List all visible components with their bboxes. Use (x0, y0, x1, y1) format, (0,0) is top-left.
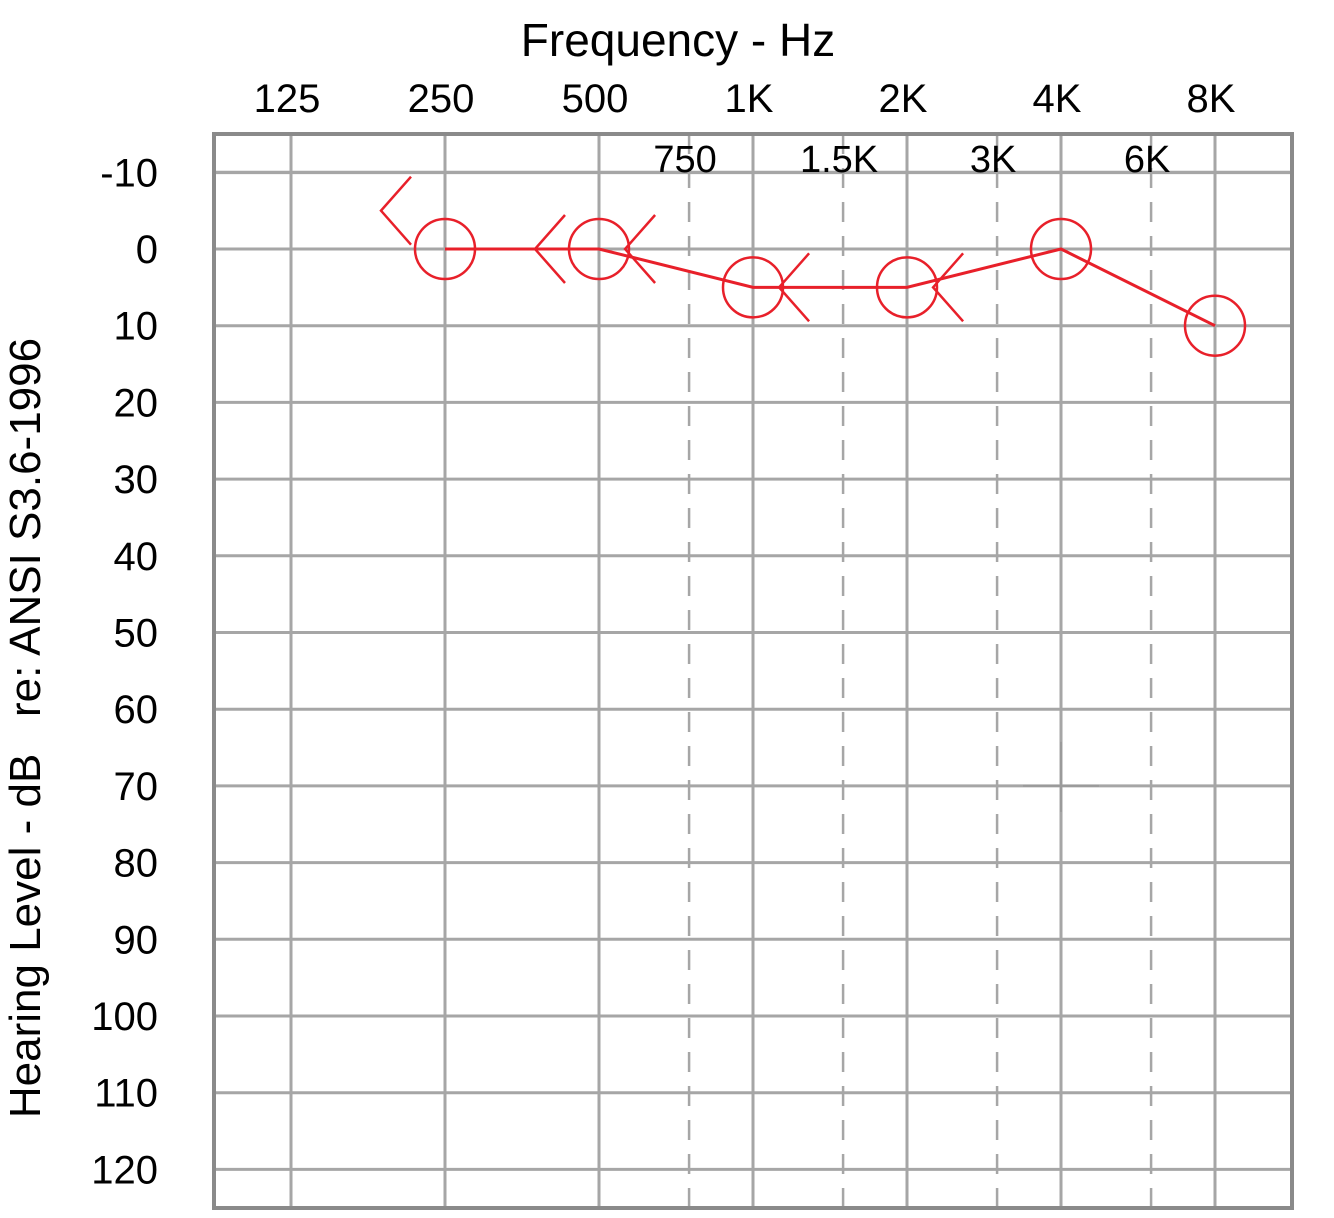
x-major-tick-label: 1K (725, 77, 774, 121)
plot-border (212, 132, 1294, 1210)
x-minor-tick-label: 750 (653, 139, 716, 181)
y-tick-label: 0 (136, 228, 158, 272)
y-tick-label: 80 (114, 842, 159, 886)
bone-conduction-marker (623, 214, 657, 284)
x-major-tick-label: 125 (254, 77, 321, 121)
y-tick-label: 30 (114, 458, 159, 502)
x-major-tick-label: 2K (879, 77, 928, 121)
y-tick-label: 60 (114, 688, 159, 732)
bone-conduction-marker (379, 175, 412, 246)
grid (214, 134, 1292, 1210)
series-line (445, 247, 1216, 328)
y-tick-label: -10 (100, 151, 158, 195)
crosshair-cursor (1023, 741, 1099, 812)
data-point-circle (721, 256, 785, 319)
bone-conduction-marker (931, 252, 965, 323)
data-point-circle (567, 217, 631, 281)
air-conduction-series (413, 217, 1247, 357)
x-major-tick-label: 4K (1033, 77, 1082, 121)
x-major-tick-label: 8K (1187, 77, 1236, 121)
data-point-circle (1029, 217, 1093, 281)
y-tick-label: 70 (114, 765, 159, 809)
data-point-circle (413, 217, 477, 281)
tick-labels: 125 250 500 1K 2K 4K 8K 750 1.5K 3K 6K -10 0 10 20 30 40… (91, 77, 1236, 1192)
chart-title: Frequency - Hz (521, 14, 835, 66)
x-minor-tick-label: 1.5K (800, 139, 878, 181)
y-tick-label: 10 (114, 305, 159, 349)
x-minor-tick-label: 6K (1124, 139, 1170, 181)
y-tick-label: 100 (91, 995, 158, 1039)
x-major-tick-label: 500 (562, 77, 629, 121)
y-tick-label: 120 (91, 1148, 158, 1192)
y-tick-label: 110 (94, 1072, 158, 1116)
data-point-circle (1183, 294, 1247, 357)
y-tick-label: 50 (114, 612, 159, 656)
x-major-tick-label: 250 (408, 77, 475, 121)
data-point-circle (875, 256, 939, 319)
x-minor-tick-label: 3K (970, 139, 1016, 181)
y-tick-label: 40 (114, 535, 159, 579)
y-axis-label: Hearing Level - dB re: ANSI S3.6-1996 (1, 338, 50, 1118)
plot-frame (212, 132, 1294, 1210)
y-tick-label: 90 (114, 918, 159, 962)
y-tick-label: 20 (114, 381, 159, 425)
